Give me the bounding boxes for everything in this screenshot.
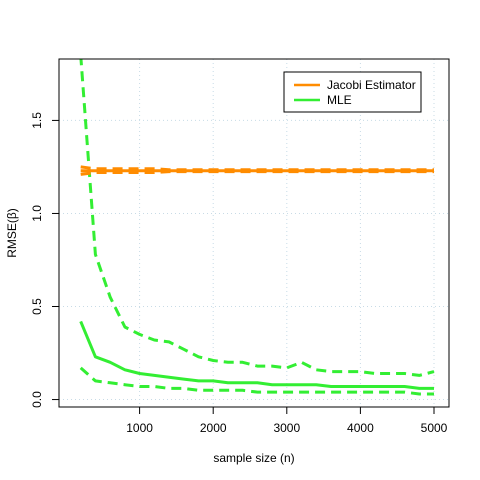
series-mle-line — [79, 320, 434, 390]
legend-label-jacobi-estimator: Jacobi Estimator — [327, 78, 416, 92]
legend-label-mle: MLE — [327, 93, 352, 107]
x-tick-label-4000: 4000 — [347, 421, 374, 435]
series-mle — [79, 59, 435, 396]
legend-box — [283, 71, 422, 113]
x-axis-label: sample size (n) — [213, 451, 294, 465]
y-tick-label-0.0: 0.0 — [30, 391, 44, 408]
x-tick-label-3000: 3000 — [273, 421, 300, 435]
x-tick-label-5000: 5000 — [421, 421, 448, 435]
y-tick-label-1.5: 1.5 — [30, 112, 44, 129]
y-axis: 0.0 0.5 1.0 1.5 — [30, 112, 60, 408]
series-mle-upper-band — [79, 59, 435, 377]
x-axis: 1000 2000 3000 4000 5000 — [126, 406, 448, 435]
legend: Jacobi Estimator MLE — [283, 71, 422, 113]
y-axis-label: RMSE(β) — [5, 208, 19, 258]
y-tick-label-0.5: 0.5 — [30, 298, 44, 315]
series-jacobi-estimator — [80, 165, 434, 176]
series-layer — [79, 59, 435, 396]
series-mle-lower-band — [79, 366, 434, 396]
x-tick-label-2000: 2000 — [200, 421, 227, 435]
grid-lines — [59, 59, 449, 407]
x-tick-label-1000: 1000 — [126, 421, 153, 435]
y-tick-label-1.0: 1.0 — [30, 205, 44, 222]
